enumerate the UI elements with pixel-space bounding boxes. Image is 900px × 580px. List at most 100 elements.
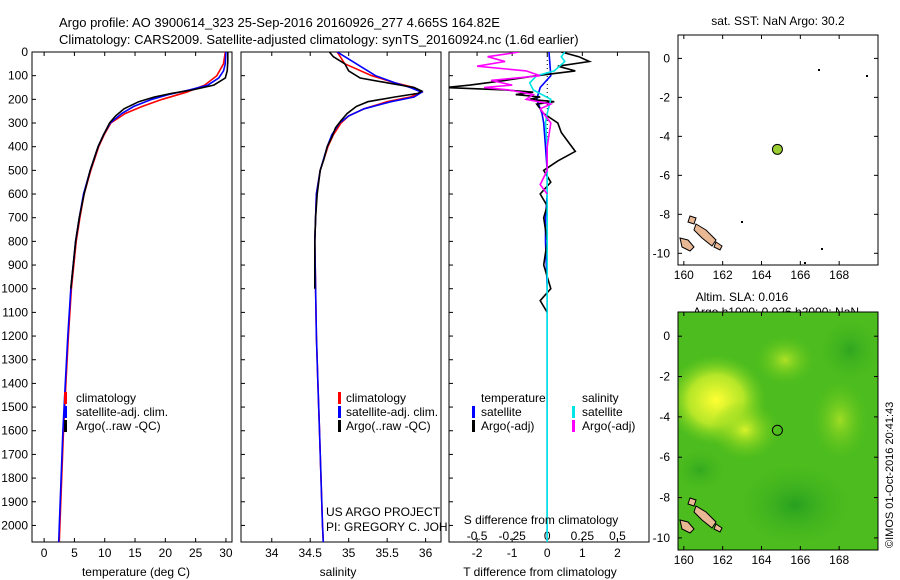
land-island-2 [693,505,717,529]
sla-map-axes: 160 162 164 166 168 0 -2 -4 -6 -8 -10 [653,312,878,567]
legend-swatch-satellite [64,406,67,418]
temperature-x-axis: 0 5 10 15 20 25 30 [41,52,233,560]
x-tick-label-salinity: 0.25 [571,529,595,543]
sst-map-panel: sat. SST: NaN Argo: 30.2 160 162 164 166 168… [653,14,879,282]
legend-label-climatology: climatology [76,391,136,405]
salinity-xlabel: salinity [320,565,357,579]
y-tick-label: 1500 [1,400,28,414]
x-tick-label: 1 [579,546,586,560]
legend-swatch-climatology [338,392,341,404]
x-tick-label: 35 [342,546,356,560]
land-islet-5 [804,262,806,264]
x-tick-label: 35.5 [375,546,399,560]
salinity-legend: climatology satellite-adj. clim. Argo(..… [338,391,438,433]
map-x-tick-label: 162 [713,268,733,282]
y-tick-label: 1800 [1,471,28,485]
map-x-tick-label: 166 [790,268,810,282]
temperature-legend: climatology satellite-adj. clim. Argo(..… [64,391,168,433]
map-y-tick-label: -6 [659,450,670,464]
map-y-tick-label: 0 [663,51,670,65]
map-x-tick-label: 162 [713,553,733,567]
map-y-tick-label: -4 [659,129,670,143]
land-island-1 [679,519,695,534]
y-tick-label: 1400 [1,376,28,390]
y-tick-label: 2000 [1,518,28,532]
argo-position-marker [771,143,783,155]
sla-region-mid-2 [755,335,815,385]
map-x-tick-label: 168 [829,553,849,567]
y-tick-label: 1100 [2,305,28,319]
legend-label-satellite: satellite-adj. clim. [76,405,168,419]
map-y-tick-label: -10 [653,531,671,545]
imos-stamp: ©IMOS 01-Oct-2016 20:41:43 [884,402,896,548]
sla-heatmap [678,312,878,550]
map-y-tick-label: -4 [659,410,670,424]
salinity-x-axis: 34 34.5 35 35.5 36 [241,51,433,560]
temperature-panel: 0100200300400500600700800900100011001200… [1,45,233,579]
legend-label-satellite: satellite-adj. clim. [346,405,438,419]
legend-label-argo: Argo(..raw -QC) [76,419,161,433]
salinity-satellite-line [528,52,566,542]
y-tick-label: 0 [21,45,28,59]
difference-series [449,52,593,542]
sla-map-frame [677,311,879,551]
temperature-axes-frame [31,51,233,543]
land-islet-4 [821,248,823,250]
x-tick-label: 30 [219,546,233,560]
land-island-3 [687,497,697,507]
sst-map-title: sat. SST: NaN Argo: 30.2 [711,14,845,28]
x-tick-label: 36 [419,546,433,560]
legend-swatch-climatology [64,392,67,404]
land-island-1 [679,237,695,252]
x-tick-label-salinity: 0.5 [609,529,626,543]
map-x-tick-label: 168 [829,268,849,282]
argo-raw-qc-line [70,52,229,289]
legend-swatch-s-argo [572,420,575,432]
y-tick-label: 500 [8,163,28,177]
x-tick-label: 34 [265,546,279,560]
argo-position-marker [771,424,783,436]
y-tick-label: 700 [8,211,28,225]
x-tick-label: 15 [128,546,142,560]
sla-map-panel: Altim. SLA: 0.016 Argo h1000: 0.026 h200… [653,290,879,567]
legend-swatch-satellite [338,406,341,418]
map-y-tick-label: -8 [659,491,670,505]
sst-map-points [771,143,783,155]
map-x-tick-label: 164 [751,268,771,282]
land-islet-2 [818,69,820,71]
difference-xlabel-salinity: S difference from climatology [464,513,619,527]
argo-raw-qc-line [313,52,424,289]
salinity-argo-adj-line [476,52,554,195]
map-y-tick-label: -2 [659,90,670,104]
x-tick-label-salinity: -0.5 [467,529,488,543]
y-tick-label: 1200 [1,329,28,343]
legend-label-s-argo: Argo(-adj) [582,419,635,433]
y-tick-label: 600 [8,187,28,201]
x-tick-label: 25 [189,546,203,560]
map-x-tick-label: 164 [751,553,771,567]
y-tick-label: 100 [8,69,28,83]
y-tick-label: 300 [8,116,28,130]
land-islet-3 [866,75,868,77]
depth-axis: 0 100 200 300 400 500 600 700 800 900 1000 1100 1200… [1,45,36,532]
x-tick-label-salinity: -0.25 [498,529,526,543]
map-y-tick-label: -6 [659,168,670,182]
header-line2: Climatology: CARS2009. Satellite-adjuste… [59,32,579,47]
difference-xlabel-temperature: T difference from climatology [463,565,617,579]
sla-region-low-2 [740,465,850,545]
y-tick-label: 400 [8,140,28,154]
legend-label-climatology: climatology [346,391,406,405]
x-tick-label: 10 [98,546,112,560]
project-line1: US ARGO PROJECT [326,505,441,519]
map-y-tick-label: 0 [663,329,670,343]
salinity-panel: 34 34.5 35 35.5 36 salinity climatology sate… [240,51,482,579]
legend-swatch-s-satellite [572,406,575,418]
y-tick-label: 1300 [1,353,28,367]
y-tick-label: 200 [8,92,28,106]
land-island-4 [713,241,723,251]
x-tick-label: 2 [614,546,621,560]
legend-label-s-satellite: satellite [582,405,623,419]
legend-label-t-satellite: satellite [481,405,522,419]
